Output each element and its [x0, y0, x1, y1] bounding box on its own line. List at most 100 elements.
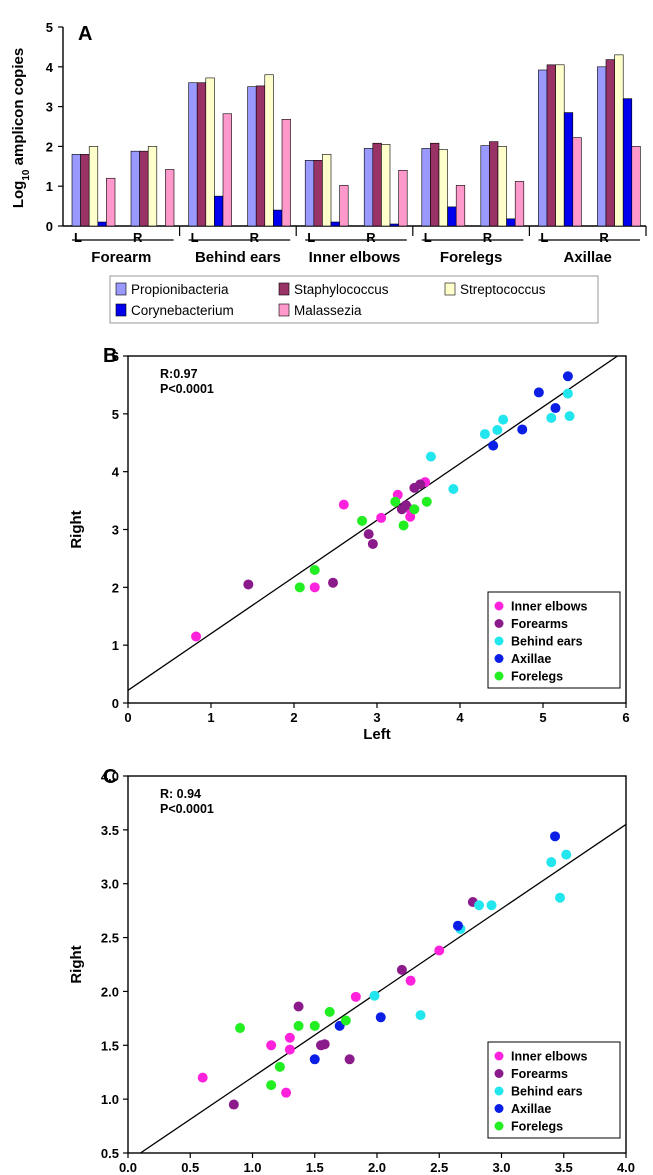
- point-c-axillae: [550, 831, 561, 842]
- panel-c-y-tick-label: 2.5: [101, 931, 119, 946]
- point-b-forearms: [367, 538, 378, 549]
- point-c-forearms: [396, 964, 407, 975]
- point-b-inner-elbows: [376, 512, 387, 523]
- panel-b-x-tick-label: 0: [124, 710, 131, 725]
- panel-c-y-tick-label: 1.5: [101, 1038, 119, 1053]
- panel-a-side-label: R: [250, 230, 260, 245]
- bar-forelegs-l-streptococcus: [438, 149, 448, 227]
- legend-label-propionibacteria: Propionibacteria: [131, 282, 229, 297]
- point-c-axillae: [375, 1012, 386, 1023]
- point-b-behind-ears: [425, 451, 436, 462]
- panel-c-y-tick-label: 1.0: [101, 1092, 119, 1107]
- bar-forearm-r-propionibacteria: [130, 150, 140, 227]
- point-c-axillae: [452, 920, 463, 931]
- legend-label-b-behind-ears: Behind ears: [511, 635, 583, 649]
- legend-label-b-forearms: Forearms: [511, 617, 568, 631]
- bar-inner-elbows-l-streptococcus: [322, 154, 332, 227]
- panel-b-y-tick-label: 1: [112, 638, 119, 653]
- point-b-behind-ears: [448, 484, 459, 495]
- panel-a-side-label: L: [424, 230, 432, 245]
- bar-behind-ears-r-corynebacterium: [273, 209, 283, 227]
- panel-b-x-tick-label: 2: [290, 710, 297, 725]
- point-b-forearms: [363, 529, 374, 540]
- bar-forelegs-r-streptococcus: [497, 146, 507, 227]
- panel-c-y-axis-label: Right: [68, 945, 85, 983]
- legend-label-malassezia: Malassezia: [294, 303, 362, 318]
- legend-marker-b-forelegs: [494, 671, 504, 681]
- legend-swatch-propionibacteria: [115, 282, 127, 296]
- bar-forearm-l-corynebacterium: [97, 221, 107, 227]
- legend-swatch-malassezia: [278, 303, 290, 317]
- point-c-inner-elbows: [197, 1072, 208, 1083]
- legend-marker-b-axillae: [494, 654, 504, 663]
- point-b-forelegs: [309, 564, 320, 575]
- panel-c-y-tick-label: 0.5: [101, 1146, 119, 1161]
- bar-forelegs-l-malassezia: [455, 185, 466, 227]
- point-c-forelegs: [274, 1061, 285, 1072]
- legend-swatch-streptococcus: [444, 282, 456, 296]
- panel-c-y-tick-label: 2.0: [101, 984, 119, 999]
- panel-a-y-axis-label: Log10 amplicon copies: [10, 48, 32, 208]
- bar-axillae-l-corynebacterium: [563, 112, 574, 227]
- panel-b-x-tick-label: 5: [539, 710, 546, 725]
- bar-forearm-l-staphylococcus: [80, 154, 90, 227]
- bar-axillae-l-streptococcus: [555, 64, 565, 227]
- point-b-behind-ears: [562, 388, 573, 399]
- bar-axillae-l-malassezia: [572, 137, 582, 227]
- panel-c-x-tick-label: 0.5: [181, 1160, 199, 1175]
- bar-axillae-r-streptococcus: [614, 54, 624, 227]
- panel-a-side-label: R: [366, 230, 376, 245]
- point-c-forelegs: [266, 1080, 277, 1091]
- panel-a-y-tick-label: 3: [46, 100, 53, 115]
- panel-a-side-label: R: [133, 230, 143, 245]
- bar-forearm-l-streptococcus: [88, 146, 99, 227]
- point-c-behind-ears: [486, 900, 497, 911]
- legend-marker-c-inner-elbows: [494, 1051, 504, 1061]
- panel-a-letter: A: [78, 23, 92, 45]
- point-c-behind-ears: [369, 990, 380, 1001]
- point-c-inner-elbows: [434, 945, 445, 956]
- panel-b-x-axis-label: Left: [363, 726, 391, 743]
- point-b-forelegs: [357, 515, 368, 526]
- panel-c-y-tick-label: 4.0: [101, 769, 119, 784]
- bar-behind-ears-r-malassezia: [281, 119, 291, 227]
- bar-inner-elbows-r-malassezia: [398, 169, 408, 227]
- panel-c-x-tick-label: 3.0: [492, 1160, 510, 1175]
- panel-a-group-label: Behind ears: [195, 249, 281, 266]
- point-b-behind-ears: [546, 412, 557, 423]
- point-c-inner-elbows: [281, 1087, 292, 1098]
- bar-behind-ears-r-staphylococcus: [255, 85, 266, 227]
- bar-forelegs-r-corynebacterium: [506, 218, 516, 227]
- point-b-behind-ears: [492, 425, 503, 436]
- panel-c-x-tick-label: 2.0: [368, 1160, 386, 1175]
- legend-label-c-axillae: Axillae: [511, 1102, 551, 1116]
- bar-forearm-r-streptococcus: [147, 146, 158, 227]
- point-c-forelegs: [235, 1023, 246, 1034]
- panel-b-y-tick-label: 3: [112, 523, 119, 538]
- bar-forelegs-l-propionibacteria: [421, 148, 431, 227]
- point-b-inner-elbows: [405, 511, 416, 522]
- point-b-forelegs: [421, 496, 432, 507]
- legend-label-b-inner-elbows: Inner elbows: [511, 600, 587, 614]
- legend-label-b-forelegs: Forelegs: [511, 670, 563, 684]
- panel-a-y-tick-label: 1: [46, 179, 53, 194]
- panel-c-r-value: R: 0.94: [160, 787, 201, 801]
- legend-marker-c-axillae: [494, 1104, 504, 1113]
- panel-c-x-tick-label: 1.0: [243, 1160, 261, 1175]
- panel-c-letter: C: [103, 766, 117, 788]
- panel-b-scatter-plot: B 0 1 2 3 4 5 6 0 1 2 3 4 5 6 Left Right R:0.97P<0.0001 In…: [68, 345, 630, 743]
- point-c-forearms: [344, 1054, 355, 1065]
- panel-b-y-tick-label: 2: [112, 580, 119, 595]
- panel-b-y-tick-label: 6: [112, 349, 119, 364]
- bar-forelegs-r-malassezia: [514, 181, 525, 227]
- point-c-inner-elbows: [284, 1032, 295, 1043]
- point-b-axillae: [550, 403, 561, 414]
- bar-inner-elbows-r-staphylococcus: [372, 142, 382, 227]
- point-b-axillae: [517, 424, 528, 435]
- point-b-forearms: [415, 479, 426, 490]
- bar-inner-elbows-l-corynebacterium: [330, 221, 340, 227]
- panel-a-group-label: Forelegs: [440, 249, 503, 266]
- panel-c-x-tick-label: 4.0: [617, 1160, 635, 1175]
- panel-c-x-tick-label: 0.0: [119, 1160, 137, 1175]
